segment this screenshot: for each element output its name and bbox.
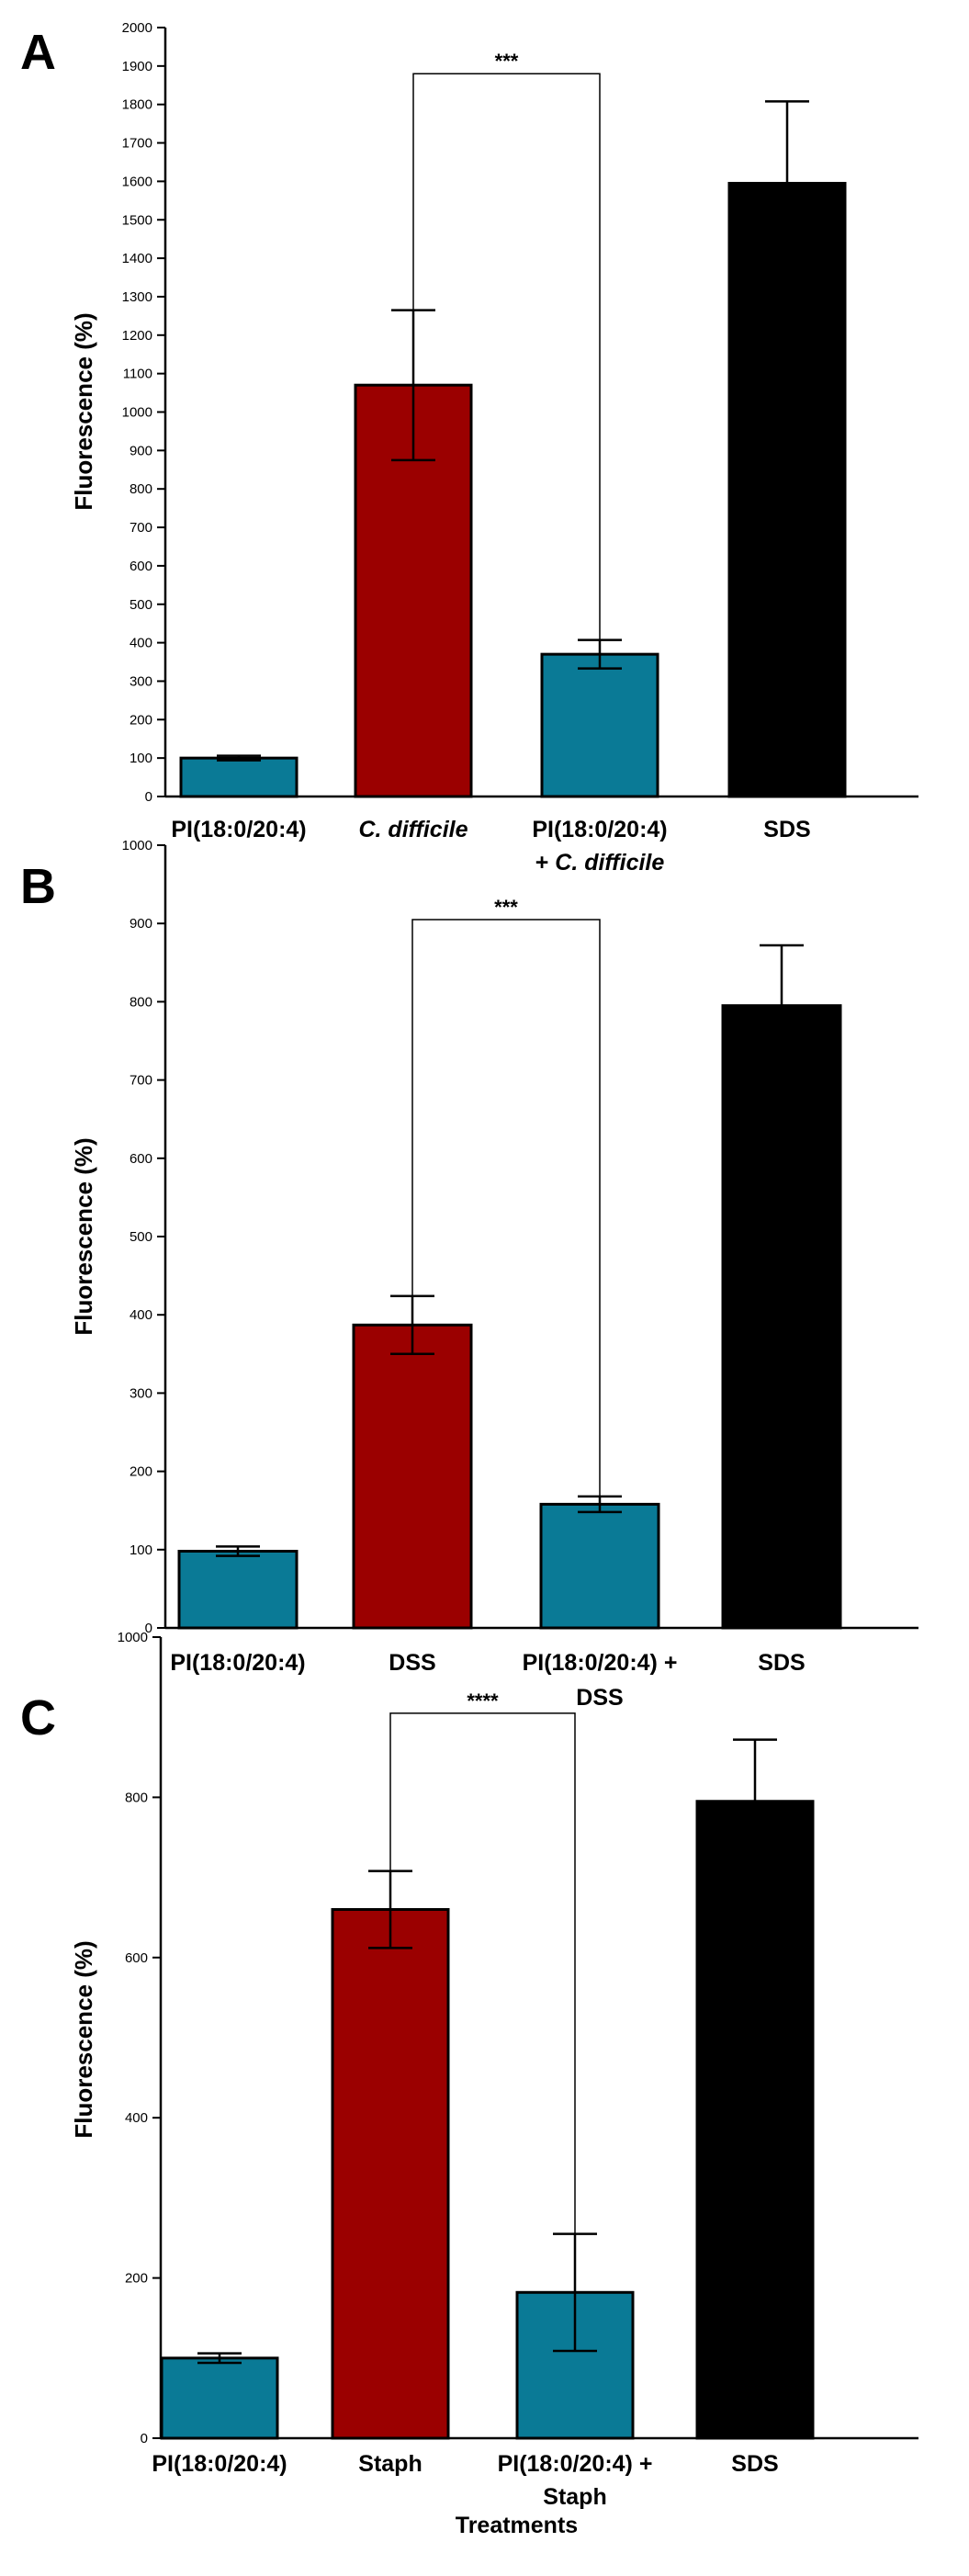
panel-letter: B	[20, 859, 56, 914]
x-category-label: PI(18:0/20:4)	[170, 1650, 305, 1676]
y-tick-label: 1300	[122, 289, 152, 305]
y-tick-label: 200	[130, 1464, 152, 1480]
y-tick-label: 1000	[118, 1630, 148, 1645]
x-category-label: + C. difficile	[535, 850, 665, 876]
y-tick-label: 1000	[122, 838, 152, 853]
y-axis-title: Fluorescence (%)	[70, 312, 97, 510]
x-category-label: PI(18:0/20:4) +	[523, 1650, 678, 1676]
y-tick-label: 100	[130, 1542, 152, 1558]
chart-panel-c: C 0 200 400 600 800 1000 **** PI(18:0/20:4) Staph…	[20, 1630, 918, 2538]
y-tick-label: 800	[125, 1790, 148, 1805]
bar-3	[540, 652, 659, 798]
x-category-label: Staph	[543, 2484, 606, 2510]
y-tick-label: 600	[125, 1950, 148, 1966]
y-tick-label: 1100	[123, 367, 152, 382]
x-category-label: PI(18:0/20:4) +	[498, 2451, 653, 2477]
y-tick-label: 400	[130, 1307, 152, 1323]
y-tick-label: 800	[130, 994, 152, 1010]
bar-3	[539, 1502, 660, 1630]
y-tick-label: 400	[130, 636, 152, 651]
y-tick-label: 1500	[122, 212, 152, 228]
y-tick-label: 500	[130, 1229, 152, 1245]
bar-4	[695, 1800, 815, 2440]
bar-2	[352, 1323, 473, 1630]
y-axis-title: Fluorescence (%)	[70, 1940, 97, 2138]
y-tick-label: 900	[130, 916, 152, 932]
x-category-label: PI(18:0/20:4)	[171, 817, 306, 842]
y-axis-title: Fluorescence (%)	[70, 1137, 97, 1335]
y-tick-label: 200	[130, 712, 152, 728]
y-tick-label: 100	[130, 751, 152, 766]
x-category-label: DSS	[389, 1650, 435, 1676]
y-tick-label: 200	[125, 2271, 148, 2287]
panel-letter: C	[20, 1690, 56, 1746]
x-axis-title: Treatments	[456, 2513, 578, 2538]
panel-letter: A	[20, 25, 56, 80]
x-category-label: SDS	[763, 817, 810, 842]
x-category-label: SDS	[758, 1650, 805, 1676]
y-tick-label: 0	[145, 1621, 152, 1636]
bar-2	[331, 1907, 450, 2440]
y-tick-label: 400	[125, 2110, 148, 2126]
y-tick-label: 300	[130, 673, 152, 689]
y-tick-label: 700	[130, 520, 152, 536]
significance-bracket	[389, 1712, 576, 2234]
x-category-label: PI(18:0/20:4)	[532, 817, 667, 842]
bar-4	[727, 181, 847, 798]
bar-1	[177, 1550, 299, 1630]
x-category-label: Staph	[358, 2451, 422, 2477]
bar-1	[160, 2356, 279, 2440]
y-tick-label: 900	[130, 443, 152, 458]
y-tick-label: 0	[141, 2431, 148, 2446]
y-tick-label: 1900	[122, 59, 152, 74]
significance-bracket	[412, 73, 601, 640]
significance-label: ****	[467, 1689, 499, 1712]
x-category-label: SDS	[731, 2451, 778, 2477]
x-category-label: C. difficile	[358, 817, 468, 842]
y-tick-label: 1000	[122, 405, 152, 421]
y-tick-label: 1200	[122, 328, 152, 344]
significance-label: ***	[494, 896, 518, 919]
y-tick-label: 800	[130, 481, 152, 497]
y-tick-label: 300	[130, 1385, 152, 1401]
chart-panel-b: B 0 100 200 300 400 500 600 700 800 900 1000 *** PI(1…	[20, 838, 918, 1711]
x-category-label: DSS	[576, 1685, 623, 1711]
y-tick-label: 600	[130, 559, 152, 574]
y-tick-label: 0	[145, 789, 152, 805]
significance-bracket	[411, 919, 601, 1497]
bar-4	[721, 1004, 842, 1630]
y-tick-label: 2000	[122, 20, 152, 36]
chart-panel-a: A 0 100 200 300 400 500 600 700 800 900 1000 1100 120…	[20, 20, 918, 876]
bar-1	[179, 756, 299, 798]
significance-label: ***	[495, 50, 519, 73]
y-tick-label: 1600	[122, 174, 152, 189]
y-tick-label: 500	[130, 597, 152, 613]
y-tick-label: 1400	[122, 251, 152, 266]
y-tick-label: 600	[130, 1151, 152, 1167]
y-tick-label: 1700	[122, 136, 152, 152]
x-category-label: PI(18:0/20:4)	[152, 2451, 287, 2477]
y-tick-label: 1800	[122, 97, 152, 113]
y-tick-label: 700	[130, 1073, 152, 1089]
